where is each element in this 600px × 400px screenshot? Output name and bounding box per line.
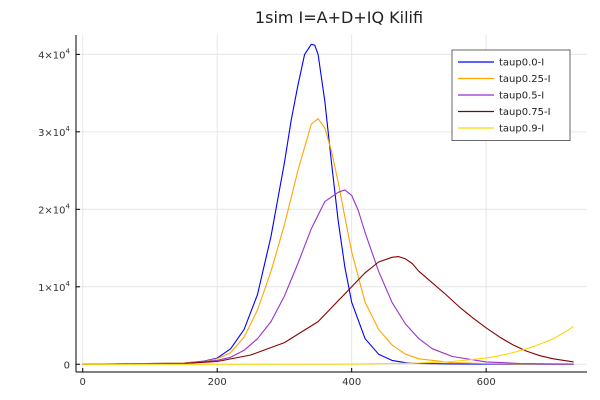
legend-label-1: taup0.25-I (499, 74, 551, 85)
x-tick-label: 0 (80, 377, 86, 388)
series-line-3 (82, 256, 574, 365)
series-line-4 (82, 325, 574, 365)
legend-label-3: taup0.75-I (499, 107, 551, 118)
series-layer (82, 43, 574, 365)
y-tick-label: 0 (64, 360, 70, 371)
y-tick-label: 1×104 (38, 280, 70, 294)
series-line-1 (82, 118, 574, 365)
legend: taup0.0-I taup0.25-I taup0.5-I taup0.75-I ta… (451, 49, 571, 141)
y-tick-label: 2×104 (38, 202, 70, 216)
legend-label-2: taup0.5-I (499, 91, 544, 102)
series-line-2 (82, 189, 574, 365)
chart-title: 1sim I=A+D+IQ Kilifi (255, 8, 423, 27)
legend-label-0: taup0.0-I (499, 58, 544, 69)
y-tick-label: 4×104 (38, 47, 70, 61)
legend-label-4: taup0.9-I (499, 124, 544, 135)
y-tick-label: 3×104 (38, 125, 70, 139)
x-tick-label: 600 (477, 377, 496, 388)
x-tick-label: 200 (208, 377, 227, 388)
axes: 0 200 400 600 0 1×104 2×104 3×104 4×104 (38, 35, 587, 388)
x-tick-label: 400 (342, 377, 361, 388)
